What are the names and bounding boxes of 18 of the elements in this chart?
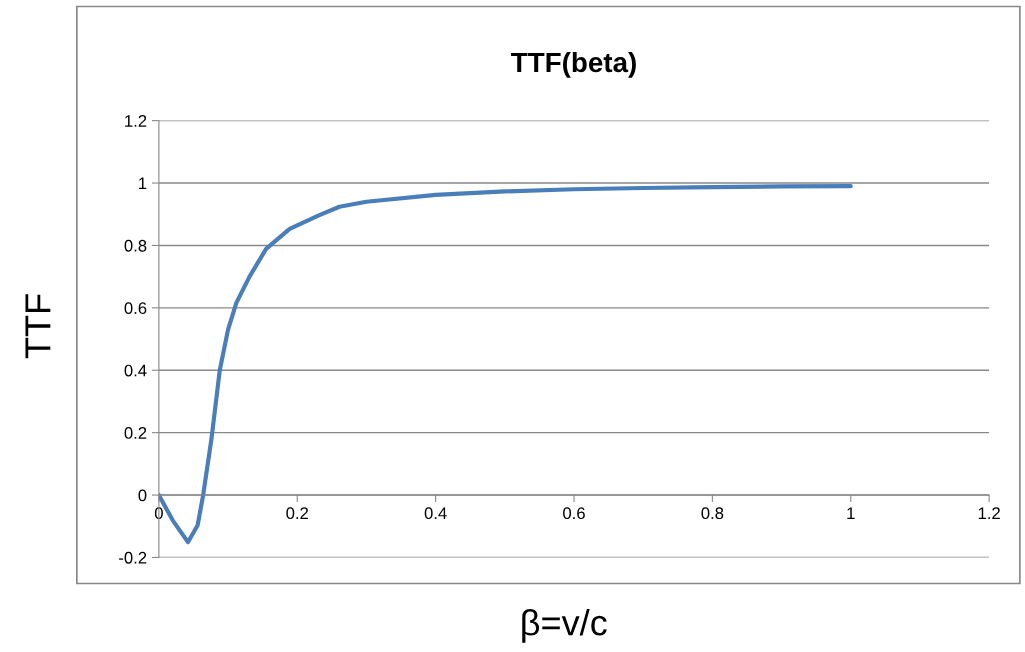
x-tick-label: 0.2 <box>286 507 308 520</box>
chart-title: TTF(beta) <box>511 51 636 78</box>
y-tick-label: 0.4 <box>124 364 147 377</box>
x-tick-label: 1 <box>847 507 855 519</box>
y-tick-label: -0.2 <box>119 551 147 564</box>
x-tick-label: 1.2 <box>978 507 1000 519</box>
x-tick-label: 0.8 <box>701 507 724 520</box>
y-tick-label: 1 <box>139 177 147 190</box>
y-tick-label: 1.2 <box>125 115 147 127</box>
x-tick-label: 0.6 <box>563 507 585 520</box>
y-tick-label: 0.8 <box>124 239 147 252</box>
y-axis-title: TTF <box>25 294 51 359</box>
y-tick-label: 0 <box>138 489 147 502</box>
x-tick-label: 0 <box>154 507 163 520</box>
x-axis-title: β=v/c <box>522 609 607 643</box>
y-tick-label: 0.2 <box>124 427 147 439</box>
x-tick-label: 0.4 <box>424 507 447 520</box>
y-tick-label: 0.6 <box>124 302 147 315</box>
